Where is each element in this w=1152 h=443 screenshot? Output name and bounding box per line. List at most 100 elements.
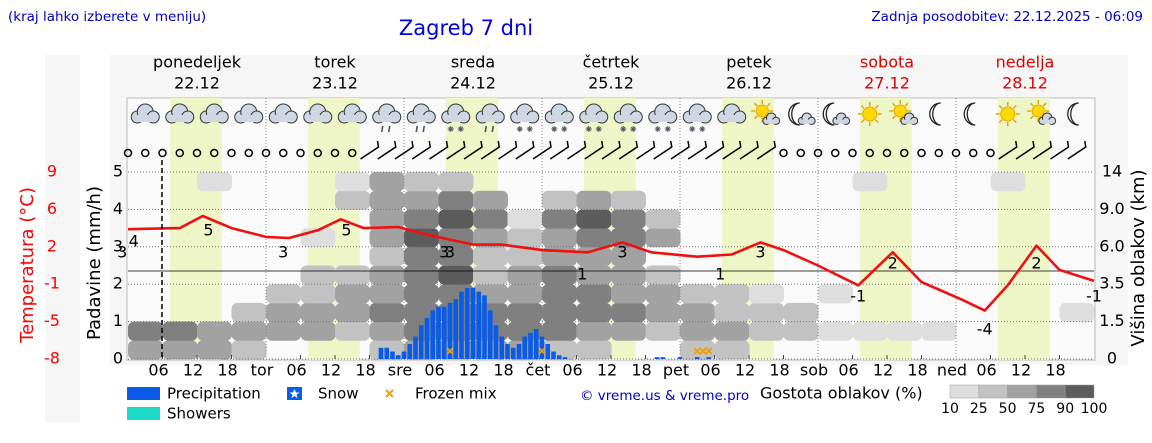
x-tick-label: sob — [800, 361, 828, 380]
wind-calm — [141, 148, 150, 158]
temp-label: 1 — [577, 265, 587, 284]
wind-calm — [244, 148, 253, 158]
temp-label: 3 — [117, 243, 127, 262]
wind-calm — [261, 148, 271, 158]
icon-rain — [484, 125, 488, 133]
cloud-cell — [818, 321, 853, 341]
cloud-cell — [714, 340, 750, 360]
wind-calm — [865, 148, 874, 158]
precip-bar — [378, 347, 384, 359]
wind-calm — [986, 148, 995, 158]
cloud-cell — [852, 321, 888, 341]
icon-snow — [620, 126, 627, 132]
cloud-cells — [128, 172, 1095, 360]
icon-sun-ray — [874, 104, 879, 109]
cloud-cell — [438, 265, 474, 285]
cloud-cell — [542, 284, 577, 304]
x-tick-label: sre — [388, 361, 412, 380]
note: (kraj lahko izberete v meniju) — [8, 9, 206, 25]
x-tick-label: 06 — [286, 361, 306, 380]
density-swatch — [978, 384, 1008, 399]
wind-barb — [498, 140, 518, 160]
density-label: 90 — [1056, 401, 1074, 417]
icon-sun-ray — [753, 102, 758, 107]
wind-barb — [722, 140, 742, 160]
cloud-cell — [369, 228, 405, 248]
density-label: 50 — [999, 401, 1017, 417]
cloud-cell — [335, 190, 370, 210]
wind-barb — [515, 140, 535, 160]
wind-barb — [653, 140, 673, 160]
cloud-cell — [542, 340, 577, 360]
cloud-cell — [783, 321, 819, 341]
precip-bar — [470, 287, 476, 359]
cloud-cell — [197, 340, 232, 360]
cloud-cell — [162, 321, 198, 341]
cloud-cell — [507, 228, 543, 248]
icon-rain — [415, 125, 419, 133]
cloud-cell — [266, 302, 301, 323]
icon-cloud — [137, 115, 154, 122]
temp-tick-label: -5 — [44, 311, 60, 330]
cloud-cell — [162, 340, 198, 360]
icon-cloud — [723, 115, 740, 122]
wind-calm — [313, 148, 322, 158]
cloud-cell — [576, 265, 612, 285]
cloud-cell — [369, 246, 405, 266]
cloud-cell — [680, 284, 715, 304]
icon-sun — [862, 106, 878, 122]
icon-moon — [822, 102, 835, 126]
precip-tick-label: 0 — [113, 349, 123, 368]
x-tick-label: 12 — [459, 361, 479, 380]
precip-bar — [407, 344, 413, 359]
icon-cloud — [275, 115, 292, 122]
cloud-cell — [680, 321, 715, 341]
precip-bar — [522, 336, 528, 359]
temp-label: 4 — [129, 232, 139, 251]
wind-calm — [296, 148, 305, 158]
icon-sun-ray — [860, 104, 865, 109]
wind-barb — [601, 140, 621, 160]
icon-cloud — [585, 115, 602, 122]
precip-bar — [551, 351, 556, 359]
temp-label: 3 — [755, 243, 765, 262]
icon-snow — [551, 126, 558, 132]
precip-bar — [464, 287, 470, 359]
legend-label: Showers — [167, 405, 231, 423]
cloud-cell — [438, 209, 474, 229]
precip-axis-title: Padavine (mm/h) — [84, 186, 105, 340]
precip-bar — [453, 299, 459, 359]
density-swatch — [949, 384, 980, 399]
x-tick-label: čet — [526, 361, 551, 380]
day-date: 24.12 — [450, 74, 496, 93]
temp-label: 3 — [439, 243, 449, 262]
legend-label: Precipitation — [167, 385, 261, 403]
precip-bar — [418, 325, 424, 359]
cloud-cell — [645, 228, 681, 248]
icon-sun-ray — [1029, 102, 1034, 107]
cloud-cell — [231, 302, 267, 323]
cloud-cell — [887, 321, 922, 341]
cloud-cell — [404, 190, 439, 210]
update-time: Zadnja posodobitev: 22.12.2025 - 06:09 — [871, 9, 1143, 25]
icon-sun-ray — [891, 115, 896, 120]
legend-swatch — [127, 407, 160, 420]
x-tick-label: 18 — [493, 361, 513, 380]
cloud-cell — [611, 265, 646, 285]
cloud-cell — [231, 321, 267, 341]
icon-cloud — [516, 115, 533, 122]
icon-snow — [585, 126, 592, 132]
wind-calm — [279, 148, 288, 158]
wind-barb — [549, 140, 570, 160]
cloud-cell — [369, 284, 405, 304]
temp-label: 2 — [1031, 254, 1041, 273]
cloud-cell — [576, 321, 612, 341]
temperature-line — [127, 214, 1095, 312]
density-label: 25 — [970, 401, 988, 417]
density-swatch — [1036, 384, 1066, 399]
cloud-cell — [576, 228, 612, 248]
day-name: nedelja — [996, 53, 1055, 72]
precip-tick-label: 2 — [113, 274, 123, 293]
precip-bar — [677, 357, 683, 359]
